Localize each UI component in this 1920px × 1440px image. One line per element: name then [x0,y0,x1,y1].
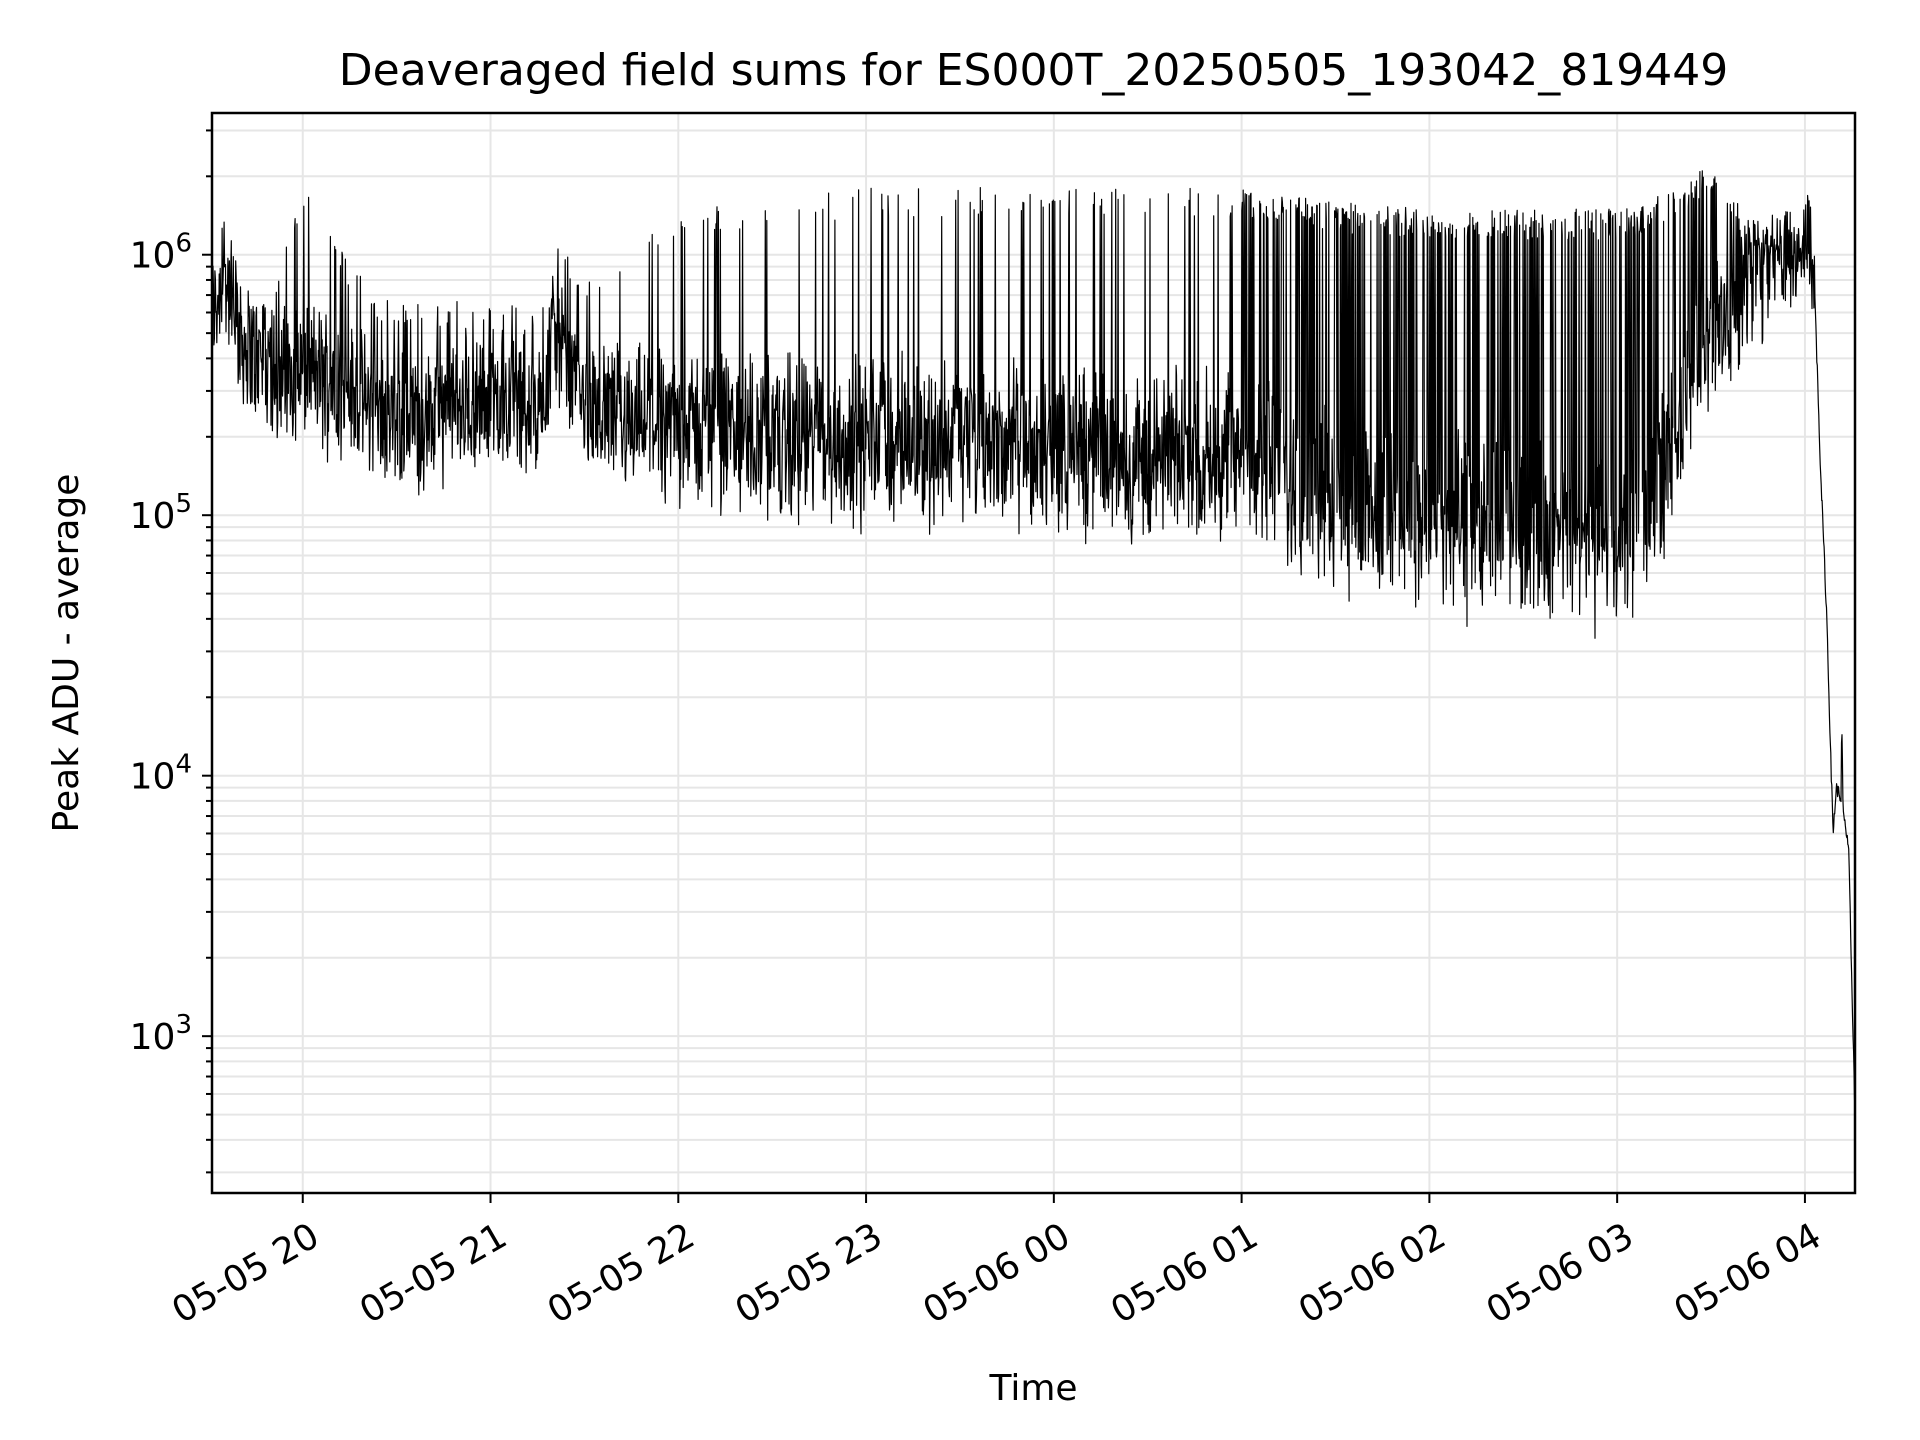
y-axis-label: Peak ADU - average [46,474,87,833]
y-tick-label: 103 [130,1010,192,1058]
chart-title: Deaveraged field sums for ES000T_2025050… [339,45,1728,96]
y-axis-ticks: 103 104 105 106 [130,129,212,1174]
y-tick-label: 106 [130,229,192,277]
series-line [211,170,1856,1113]
y-tick-label: 104 [130,750,192,798]
plot-frame [210,111,1857,1195]
y-tick-label: 105 [130,489,192,537]
x-axis-label: Time [988,1368,1077,1409]
series-path [211,170,1856,1113]
